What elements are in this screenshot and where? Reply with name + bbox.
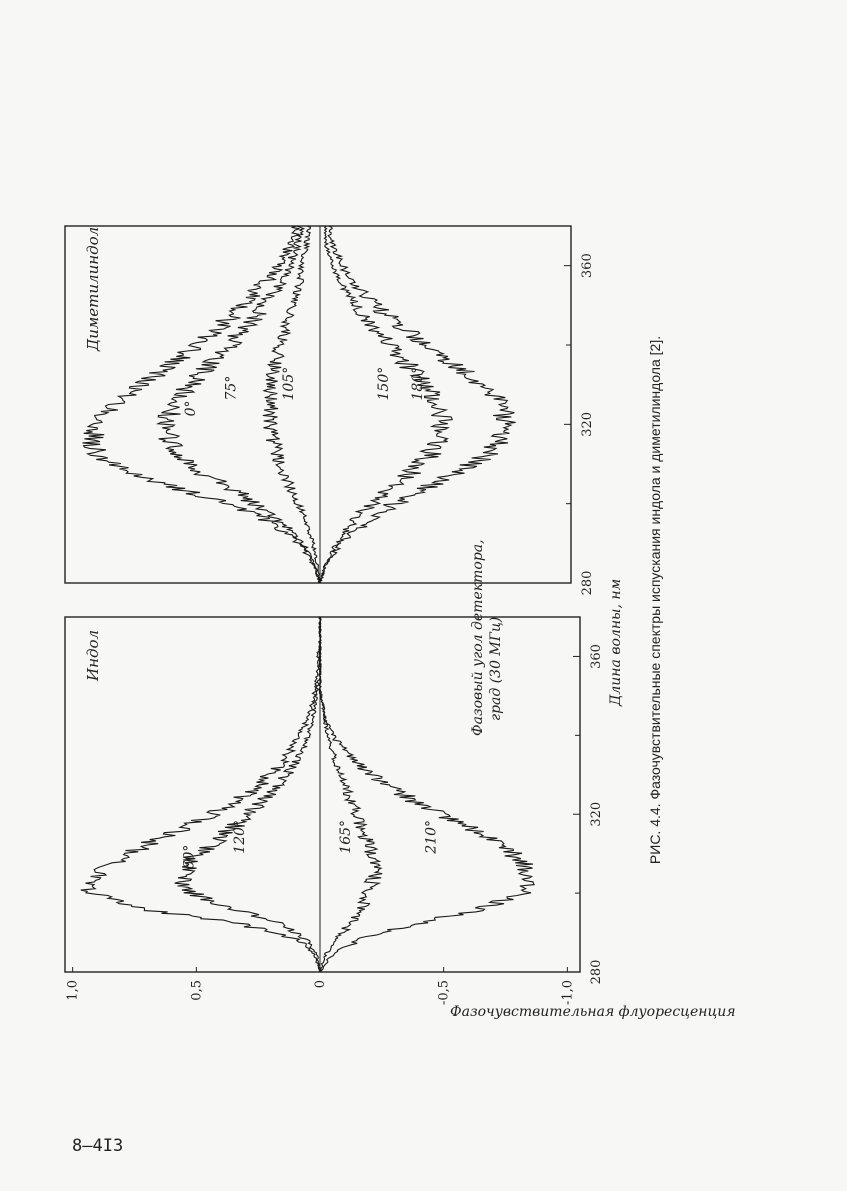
x-axis-label: Длина волны, нм [608,579,624,707]
y-tick-label: -0,5 [437,980,452,1005]
series-label-group: 60° 120° 165° 210° [182,820,440,869]
y-tick-label: 0,5 [189,980,204,1001]
figure-caption: РИС. 4.4. Фазочувствительные спектры исп… [647,300,688,900]
panel-indole: 280 320 360 1,0 0,5 0 -0,5 -1,0 60° 120° 165° 210… [64,539,736,1020]
series-group [82,225,516,584]
series-label-group: 0° 75° 105° 150° 180° [183,367,426,417]
y-tick-label: 1,0 [66,980,81,1001]
x-tick-label: 280 [589,960,604,985]
series-label: 120° [232,820,248,854]
series-label: 210° [424,820,440,855]
series-label: 60° [182,845,198,870]
page-number: 8–4I3 [72,1136,124,1156]
panel-title: Диметилиндол [84,227,102,352]
series-label: 180° [410,367,426,401]
rotated-figure: 280 320 360 1,0 0,5 0 -0,5 -1,0 60° 120° 165° 210… [64,225,736,1020]
series-line [155,225,321,584]
series-line [262,225,321,584]
caption-text: РИС. 4.4. Фазочувствительные спектры исп… [648,336,663,864]
series-label: 105° [281,367,297,401]
series-line [80,616,322,973]
series-line [319,225,516,583]
series-line [174,617,322,973]
plot-frame [64,616,581,973]
x-tick-label: 360 [589,644,604,669]
panel-dimethylindole: 280 320 360 0° 75° 105° 150° 180° Диметилиндол [64,225,595,595]
series-group [80,616,535,973]
y-tick-label: 0 [313,980,328,988]
series-line [318,616,383,973]
series-label: 150° [376,367,392,401]
series-line [319,225,453,584]
x-tick-label: 320 [580,412,595,437]
x-tick-group: 280 320 360 [564,253,595,595]
y-tick-group: 1,0 0,5 0 -0,5 -1,0 [66,967,575,1005]
panel-title: Индол [84,630,102,682]
x-tick-label: 320 [589,802,604,827]
series-label: 165° [338,820,354,854]
x-tick-label: 360 [580,253,595,278]
series-label: 0° [183,400,199,416]
legend-title-line1: Фазовый угол детектора, [470,539,486,736]
y-axis-label: Фазочувствительная флуоресценция [450,1004,736,1020]
legend-title-line2: град (30 МГц) [488,617,504,721]
plot-frame [64,225,572,584]
series-line [318,616,535,973]
series-label: 75° [224,376,240,401]
series-line [82,225,321,584]
y-tick-label: -1,0 [560,980,575,1005]
x-tick-group: 280 320 360 [573,644,604,984]
x-tick-label: 280 [580,571,595,596]
